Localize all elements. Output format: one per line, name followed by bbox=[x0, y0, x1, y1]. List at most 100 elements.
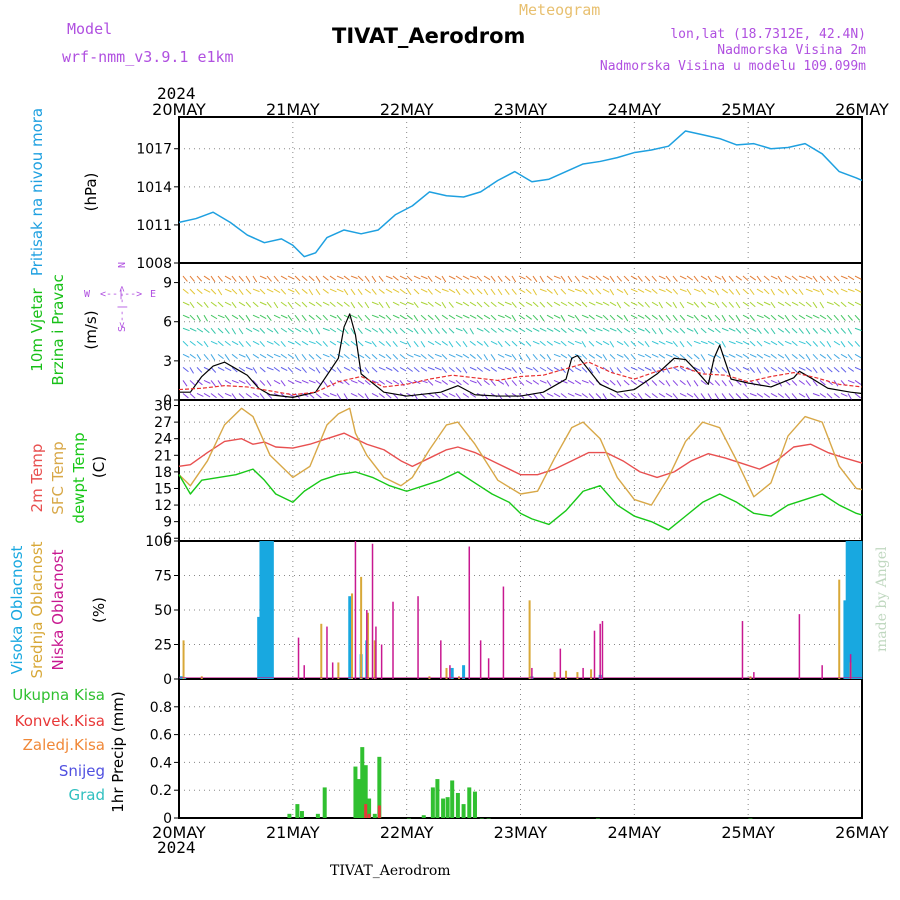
wind-arrow bbox=[714, 314, 721, 321]
wind-arrow bbox=[826, 393, 833, 399]
cloud-low-bar bbox=[593, 630, 596, 679]
wind-arrow bbox=[392, 327, 398, 335]
wind-arrow bbox=[441, 327, 448, 334]
wind-arrow bbox=[399, 314, 407, 320]
wind-arrow bbox=[588, 314, 595, 320]
wind-arrow bbox=[840, 341, 846, 348]
wind-arrow bbox=[504, 366, 512, 371]
wind-arrow bbox=[518, 288, 526, 293]
wind-arrow bbox=[826, 275, 833, 282]
y-tick-label: 21 bbox=[154, 448, 172, 464]
wind-arrow bbox=[413, 275, 421, 280]
wind-arrow bbox=[735, 288, 741, 296]
wind-arrow bbox=[518, 354, 523, 361]
wind-arrow bbox=[511, 354, 517, 361]
wind-arrow bbox=[630, 380, 637, 386]
wind-arrow bbox=[742, 301, 750, 307]
wind-arrow bbox=[602, 275, 610, 281]
wind-arrow bbox=[805, 366, 812, 372]
wind-arrow bbox=[343, 366, 351, 372]
wind-arrow bbox=[511, 301, 517, 308]
wind-arrow bbox=[658, 301, 663, 309]
wind-arrow bbox=[756, 327, 762, 335]
wind-arrow bbox=[413, 327, 419, 335]
wind-arrow bbox=[798, 393, 806, 398]
wind-arrow bbox=[532, 380, 540, 385]
wind-arrow bbox=[343, 301, 350, 307]
wind-arrow bbox=[525, 366, 533, 371]
wind-arrow bbox=[777, 314, 785, 320]
wind-arrow bbox=[448, 301, 454, 308]
wind-arrow bbox=[763, 367, 770, 373]
wind-arrow bbox=[189, 380, 196, 386]
wind-arrow bbox=[693, 366, 701, 371]
wind-arrow bbox=[721, 314, 727, 322]
wind-arrow bbox=[770, 340, 778, 346]
wind-arrow bbox=[749, 301, 756, 308]
wind-arrow bbox=[182, 340, 189, 347]
wind-arrow bbox=[462, 380, 469, 386]
wind-arrow bbox=[560, 301, 568, 307]
wind-arrow bbox=[322, 367, 329, 373]
wind-arrow bbox=[784, 314, 790, 322]
wind-arrow bbox=[665, 327, 672, 333]
wind-arrow bbox=[434, 366, 442, 371]
bottom-year-label: 2024 bbox=[157, 838, 196, 857]
wind-arrow bbox=[336, 393, 342, 400]
wind-arrow bbox=[658, 393, 666, 398]
wind-arrow bbox=[420, 275, 428, 280]
wind-arrow bbox=[588, 367, 594, 374]
wind-arrow bbox=[581, 275, 589, 280]
cloud-low-bar bbox=[753, 672, 755, 679]
wind-arrow bbox=[210, 288, 217, 295]
wind-arrow bbox=[462, 353, 470, 359]
compass-n: N bbox=[117, 262, 128, 268]
wind-arrow bbox=[553, 301, 561, 307]
wind-arrow bbox=[308, 393, 315, 399]
wind-arrow bbox=[553, 353, 561, 358]
cloud-mid-bar bbox=[366, 612, 369, 679]
wind-arrow bbox=[588, 275, 596, 280]
y-tick-label: 50 bbox=[154, 603, 172, 619]
wind-arrow bbox=[609, 301, 617, 307]
wind-arrow bbox=[399, 288, 406, 294]
wind-arrow bbox=[224, 393, 232, 397]
wind-arrow bbox=[252, 301, 259, 308]
wind-arrow bbox=[462, 275, 470, 280]
wind-arrow bbox=[742, 393, 749, 399]
wind-arrow bbox=[560, 340, 567, 347]
wind-arrow bbox=[854, 340, 861, 347]
wind-arrow bbox=[350, 327, 355, 335]
wind-arrow bbox=[315, 353, 322, 360]
wind-arrow bbox=[616, 288, 624, 293]
wind-arrow bbox=[749, 340, 756, 347]
wind-arrow bbox=[518, 314, 526, 320]
wind-arrow bbox=[798, 353, 805, 360]
wind-arrow bbox=[840, 301, 847, 308]
cloud-low-bar bbox=[582, 667, 584, 679]
wind-arrow bbox=[315, 393, 322, 399]
wind-arrow bbox=[392, 314, 400, 319]
wind-arrow bbox=[469, 366, 477, 371]
wind-arrow bbox=[847, 354, 853, 361]
wind-arrow bbox=[686, 340, 693, 347]
wind-arrow bbox=[847, 301, 855, 307]
wind-arrow bbox=[693, 340, 701, 345]
wind-arrow bbox=[448, 327, 455, 334]
wind-arrow bbox=[189, 367, 194, 374]
wind-arrow bbox=[749, 393, 757, 397]
wind-arrow bbox=[189, 275, 195, 282]
wind-arrow bbox=[581, 341, 587, 348]
wind-arrow bbox=[784, 301, 792, 307]
wind-arrow bbox=[840, 327, 847, 334]
wind-arrow bbox=[371, 327, 379, 333]
wind-arrow bbox=[693, 275, 699, 282]
wind-arrow bbox=[462, 301, 470, 307]
y-tick-label: 0.8 bbox=[150, 700, 172, 716]
wind-arrow bbox=[630, 340, 637, 347]
wind-arrow bbox=[770, 314, 777, 321]
cloud-low-bar bbox=[468, 546, 471, 679]
wind-arrow bbox=[343, 340, 350, 347]
wind-arrow bbox=[511, 288, 517, 295]
wind-arrow bbox=[511, 340, 518, 347]
